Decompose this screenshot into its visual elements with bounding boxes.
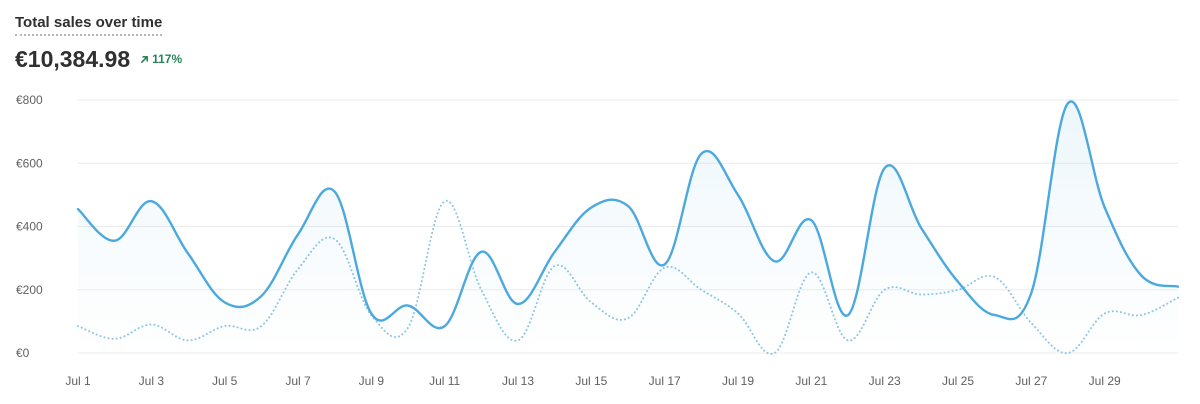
x-tick-label: Jul 25 (942, 374, 974, 388)
y-tick-label: €0 (16, 346, 30, 360)
x-tick-label: Jul 23 (869, 374, 901, 388)
x-tick-label: Jul 7 (285, 374, 311, 388)
x-tick-label: Jul 3 (139, 374, 165, 388)
arrow-up-right-icon (141, 55, 149, 63)
card-title[interactable]: Total sales over time (15, 14, 163, 36)
y-tick-label: €800 (16, 93, 43, 107)
total-sales-value: €10,384.98 (15, 46, 131, 72)
x-tick-label: Jul 1 (65, 374, 91, 388)
sales-series-line (76, 100, 1180, 330)
metric-row: €10,384.98 117% (15, 44, 182, 74)
x-tick-label: Jul 11 (429, 374, 460, 388)
change-percent: 117% (152, 52, 183, 66)
change-badge: 117% (140, 52, 182, 66)
x-tick-label: Jul 17 (649, 374, 681, 388)
y-tick-label: €600 (16, 156, 43, 170)
x-tick-label: Jul 5 (212, 374, 238, 388)
x-tick-label: Jul 19 (722, 374, 754, 388)
y-tick-label: €200 (16, 283, 43, 297)
y-tick-label: €400 (16, 220, 43, 234)
x-tick-label: Jul 27 (1015, 374, 1047, 388)
x-tick-label: Jul 21 (795, 374, 827, 388)
x-tick-label: Jul 9 (359, 374, 385, 388)
series-layer (76, 100, 1180, 355)
x-tick-label: Jul 13 (502, 374, 534, 388)
x-tick-label: Jul 15 (575, 374, 607, 388)
y-axis: €0 €200 €400 €600 €800 (16, 93, 43, 360)
x-tick-label: Jul 29 (1089, 374, 1121, 388)
x-axis: Jul 1 Jul 3 Jul 5 Jul 7 Jul 9 Jul 11 Jul 13 Jul… (65, 374, 1121, 388)
series-area-fill (78, 101, 1178, 353)
